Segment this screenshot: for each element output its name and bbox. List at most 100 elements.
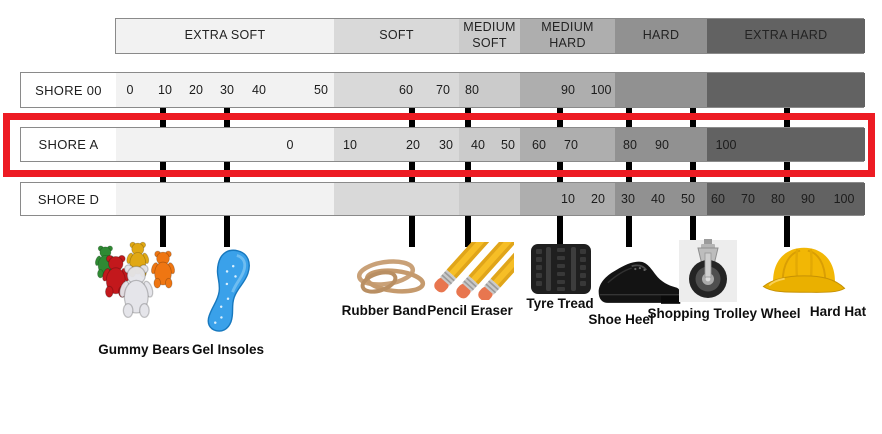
category-label: MEDIUM HARD xyxy=(541,20,594,50)
category-header-strip: EXTRA SOFT SOFT MEDIUM SOFT MEDIUM HARD HARD… xyxy=(115,18,865,54)
category-band-extra-hard: EXTRA HARD xyxy=(707,19,865,53)
scale-value: 0 xyxy=(126,83,134,97)
category-band-medium-soft: MEDIUM SOFT xyxy=(459,19,520,53)
category-label: MEDIUM SOFT xyxy=(463,20,516,50)
scale-band-extra-hard xyxy=(707,73,865,107)
scale-value: 80 xyxy=(771,192,785,206)
item-label: Hard Hat xyxy=(809,304,867,319)
scale-band-soft xyxy=(334,128,459,161)
scale-band-extra-hard xyxy=(707,183,865,215)
category-band-hard: HARD xyxy=(615,19,707,53)
scale-name-cell: SHORE A xyxy=(21,128,116,161)
item-label: Rubber Band xyxy=(341,303,427,318)
scale-band-hard xyxy=(615,73,707,107)
category-label: SOFT xyxy=(379,28,414,43)
category-label: EXTRA SOFT xyxy=(184,28,266,43)
scale-tick xyxy=(626,214,632,247)
scale-value: 100 xyxy=(833,192,855,206)
item-label: Gel Insoles xyxy=(191,342,265,357)
scale-band-medium-soft xyxy=(459,73,520,107)
scale-tick xyxy=(224,214,230,247)
scale-tick xyxy=(784,160,790,184)
scale-value: 20 xyxy=(591,192,605,206)
scale-row-shore-a: SHORE A 0 10 20 30 40 50 60 70 80 90 100 xyxy=(20,127,865,162)
item-label: Shopping Trolley Wheel xyxy=(647,306,801,321)
category-band-medium-hard: MEDIUM HARD xyxy=(520,19,615,53)
scale-tick xyxy=(409,160,415,184)
shoe-heel-icon xyxy=(598,261,681,304)
scale-value: 50 xyxy=(501,137,515,152)
pencil-eraser-icon xyxy=(432,242,514,300)
scale-value: 80 xyxy=(623,137,637,152)
scale-value: 60 xyxy=(532,137,546,152)
trolley-wheel-icon xyxy=(679,239,737,302)
scale-value: 10 xyxy=(343,137,357,152)
scale-name-label: SHORE D xyxy=(37,191,100,207)
scale-value: 100 xyxy=(715,137,737,152)
scale-value: 90 xyxy=(561,83,575,97)
scale-value: 10 xyxy=(561,192,575,206)
item-label: Tyre Tread xyxy=(526,296,594,311)
scale-tick xyxy=(690,160,696,184)
scale-value: 100 xyxy=(590,83,612,97)
scale-value: 60 xyxy=(399,83,413,97)
scale-band-medium-soft xyxy=(459,183,520,215)
scale-name-label: SHORE 00 xyxy=(35,82,102,98)
tyre-tread-icon xyxy=(531,244,591,294)
scale-band-medium-hard xyxy=(520,128,615,161)
scale-tick xyxy=(224,160,230,184)
scale-value: 70 xyxy=(436,83,450,97)
scale-tick xyxy=(160,160,166,184)
scale-name-label: SHORE A xyxy=(38,137,99,152)
scale-value: 50 xyxy=(314,83,328,97)
scale-tick xyxy=(557,214,563,247)
scale-value: 40 xyxy=(651,192,665,206)
scale-tick xyxy=(784,214,790,247)
scale-band-medium-hard xyxy=(520,183,615,215)
scale-value: 30 xyxy=(220,83,234,97)
scale-value: 30 xyxy=(439,137,453,152)
item-label: Pencil Eraser xyxy=(427,303,513,318)
item-label: Gummy Bears xyxy=(98,342,190,357)
scale-band-extra-soft xyxy=(116,73,334,107)
scale-row-shore-00: SHORE 00 0 10 20 30 40 50 60 70 80 90 100 xyxy=(20,72,865,108)
scale-value: 0 xyxy=(286,137,294,152)
scale-tick xyxy=(465,160,471,184)
hard-hat-icon xyxy=(762,247,846,293)
scale-value: 30 xyxy=(621,192,635,206)
scale-name-cell: SHORE D xyxy=(21,183,116,215)
rubber-band-icon xyxy=(356,259,426,294)
scale-band-hard xyxy=(615,128,707,161)
category-band-extra-soft: EXTRA SOFT xyxy=(116,19,334,53)
category-label: EXTRA HARD xyxy=(744,28,828,43)
scale-tick xyxy=(690,214,696,247)
scale-tick xyxy=(465,214,471,247)
scale-value: 90 xyxy=(655,137,669,152)
item-label: Shoe Heel xyxy=(588,312,654,327)
scale-value: 20 xyxy=(189,83,203,97)
scale-value: 70 xyxy=(564,137,578,152)
scale-value: 60 xyxy=(711,192,725,206)
scale-band-extra-soft xyxy=(116,128,334,161)
scale-value: 80 xyxy=(465,83,479,97)
scale-tick xyxy=(160,214,166,247)
scale-value: 50 xyxy=(681,192,695,206)
scale-tick xyxy=(557,160,563,184)
scale-tick xyxy=(409,214,415,247)
scale-value: 70 xyxy=(741,192,755,206)
category-label: HARD xyxy=(642,28,680,43)
scale-value: 10 xyxy=(158,83,172,97)
shore-hardness-scale-diagram: EXTRA SOFT SOFT MEDIUM SOFT MEDIUM HARD HARD… xyxy=(3,18,875,357)
gel-insole-icon xyxy=(207,249,250,332)
scale-band-medium-soft xyxy=(459,128,520,161)
scale-value: 40 xyxy=(471,137,485,152)
scale-row-shore-d: SHORE D 10 20 30 40 50 60 70 80 90 100 xyxy=(20,182,865,216)
scale-band-hard xyxy=(615,183,707,215)
scale-tick xyxy=(626,160,632,184)
scale-value: 90 xyxy=(801,192,815,206)
gummy-bears-icon xyxy=(93,241,177,319)
category-band-soft: SOFT xyxy=(334,19,459,53)
scale-value: 40 xyxy=(252,83,266,97)
scale-band-medium-hard xyxy=(520,73,615,107)
scale-band-soft xyxy=(334,183,459,215)
